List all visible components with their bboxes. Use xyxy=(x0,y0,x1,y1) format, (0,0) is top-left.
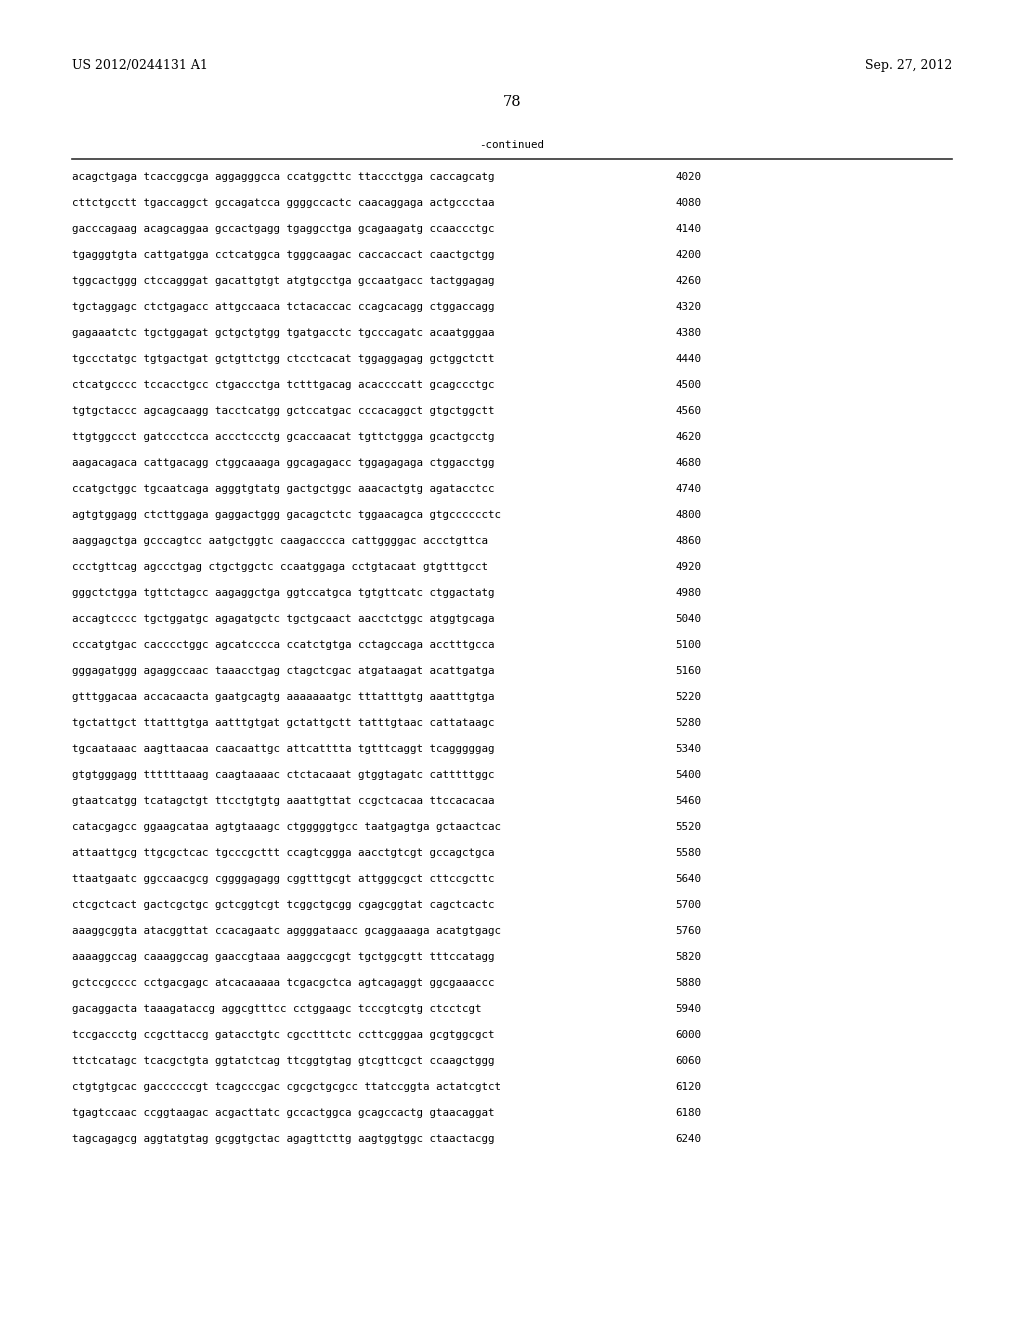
Text: 4800: 4800 xyxy=(675,510,701,520)
Text: tagcagagcg aggtatgtag gcggtgctac agagttcttg aagtggtggc ctaactacgg: tagcagagcg aggtatgtag gcggtgctac agagttc… xyxy=(72,1134,495,1144)
Text: ttctcatagc tcacgctgta ggtatctcag ttcggtgtag gtcgttcgct ccaagctggg: ttctcatagc tcacgctgta ggtatctcag ttcggtg… xyxy=(72,1056,495,1067)
Text: ttgtggccct gatccctcca accctccctg gcaccaacat tgttctggga gcactgcctg: ttgtggccct gatccctcca accctccctg gcaccaa… xyxy=(72,432,495,442)
Text: agtgtggagg ctcttggaga gaggactggg gacagctctc tggaacagca gtgcccccctc: agtgtggagg ctcttggaga gaggactggg gacagct… xyxy=(72,510,501,520)
Text: 6180: 6180 xyxy=(675,1107,701,1118)
Text: 4860: 4860 xyxy=(675,536,701,546)
Text: tggcactggg ctccagggat gacattgtgt atgtgcctga gccaatgacc tactggagag: tggcactggg ctccagggat gacattgtgt atgtgcc… xyxy=(72,276,495,286)
Text: tgctattgct ttatttgtga aatttgtgat gctattgctt tatttgtaac cattataagc: tgctattgct ttatttgtga aatttgtgat gctattg… xyxy=(72,718,495,729)
Text: tgctaggagc ctctgagacc attgccaaca tctacaccac ccagcacagg ctggaccagg: tgctaggagc ctctgagacc attgccaaca tctacac… xyxy=(72,302,495,312)
Text: tgcaataaac aagttaacaa caacaattgc attcatttta tgtttcaggt tcagggggag: tgcaataaac aagttaacaa caacaattgc attcatt… xyxy=(72,744,495,754)
Text: 4980: 4980 xyxy=(675,587,701,598)
Text: attaattgcg ttgcgctcac tgcccgcttt ccagtcggga aacctgtcgt gccagctgca: attaattgcg ttgcgctcac tgcccgcttt ccagtcg… xyxy=(72,847,495,858)
Text: gtaatcatgg tcatagctgt ttcctgtgtg aaattgttat ccgctcacaa ttccacacaa: gtaatcatgg tcatagctgt ttcctgtgtg aaattgt… xyxy=(72,796,495,807)
Text: aagacagaca cattgacagg ctggcaaaga ggcagagacc tggagagaga ctggacctgg: aagacagaca cattgacagg ctggcaaaga ggcagag… xyxy=(72,458,495,469)
Text: 5580: 5580 xyxy=(675,847,701,858)
Text: 5460: 5460 xyxy=(675,796,701,807)
Text: gagaaatctc tgctggagat gctgctgtgg tgatgacctc tgcccagatc acaatgggaa: gagaaatctc tgctggagat gctgctgtgg tgatgac… xyxy=(72,327,495,338)
Text: ttaatgaatc ggccaacgcg cggggagagg cggtttgcgt attgggcgct cttccgcttc: ttaatgaatc ggccaacgcg cggggagagg cggtttg… xyxy=(72,874,495,884)
Text: 78: 78 xyxy=(503,95,521,110)
Text: 4380: 4380 xyxy=(675,327,701,338)
Text: tgagtccaac ccggtaagac acgacttatc gccactggca gcagccactg gtaacaggat: tgagtccaac ccggtaagac acgacttatc gccactg… xyxy=(72,1107,495,1118)
Text: 4260: 4260 xyxy=(675,276,701,286)
Text: 4200: 4200 xyxy=(675,249,701,260)
Text: aaggagctga gcccagtcc aatgctggtc caagacccca cattggggac accctgttca: aaggagctga gcccagtcc aatgctggtc caagaccc… xyxy=(72,536,488,546)
Text: accagtcccc tgctggatgc agagatgctc tgctgcaact aacctctggc atggtgcaga: accagtcccc tgctggatgc agagatgctc tgctgca… xyxy=(72,614,495,624)
Text: cttctgcctt tgaccaggct gccagatcca ggggccactc caacaggaga actgccctaa: cttctgcctt tgaccaggct gccagatcca ggggcca… xyxy=(72,198,495,209)
Text: 5940: 5940 xyxy=(675,1005,701,1014)
Text: 4500: 4500 xyxy=(675,380,701,389)
Text: gtttggacaa accacaacta gaatgcagtg aaaaaaatgc tttatttgtg aaatttgtga: gtttggacaa accacaacta gaatgcagtg aaaaaaa… xyxy=(72,692,495,702)
Text: ccatgctggc tgcaatcaga agggtgtatg gactgctggc aaacactgtg agatacctcc: ccatgctggc tgcaatcaga agggtgtatg gactgct… xyxy=(72,484,495,494)
Text: 4620: 4620 xyxy=(675,432,701,442)
Text: 5520: 5520 xyxy=(675,822,701,832)
Text: 5820: 5820 xyxy=(675,952,701,962)
Text: tgtgctaccc agcagcaagg tacctcatgg gctccatgac cccacaggct gtgctggctt: tgtgctaccc agcagcaagg tacctcatgg gctccat… xyxy=(72,407,495,416)
Text: 5400: 5400 xyxy=(675,770,701,780)
Text: gtgtgggagg ttttttaaag caagtaaaac ctctacaaat gtggtagatc catttttggc: gtgtgggagg ttttttaaag caagtaaaac ctctaca… xyxy=(72,770,495,780)
Text: gggagatggg agaggccaac taaacctgag ctagctcgac atgataagat acattgatga: gggagatggg agaggccaac taaacctgag ctagctc… xyxy=(72,667,495,676)
Text: aaaggcggta atacggttat ccacagaatc aggggataacc gcaggaaaga acatgtgagc: aaaggcggta atacggttat ccacagaatc aggggat… xyxy=(72,927,501,936)
Text: catacgagcc ggaagcataa agtgtaaagc ctgggggtgcc taatgagtga gctaactcac: catacgagcc ggaagcataa agtgtaaagc ctggggg… xyxy=(72,822,501,832)
Text: ccctgttcag agccctgag ctgctggctc ccaatggaga cctgtacaat gtgtttgcct: ccctgttcag agccctgag ctgctggctc ccaatgga… xyxy=(72,562,488,572)
Text: 5040: 5040 xyxy=(675,614,701,624)
Text: ctcgctcact gactcgctgc gctcggtcgt tcggctgcgg cgagcggtat cagctcactc: ctcgctcact gactcgctgc gctcggtcgt tcggctg… xyxy=(72,900,495,909)
Text: 4740: 4740 xyxy=(675,484,701,494)
Text: 5760: 5760 xyxy=(675,927,701,936)
Text: 6240: 6240 xyxy=(675,1134,701,1144)
Text: gctccgcccc cctgacgagc atcacaaaaa tcgacgctca agtcagaggt ggcgaaaccc: gctccgcccc cctgacgagc atcacaaaaa tcgacgc… xyxy=(72,978,495,987)
Text: 5340: 5340 xyxy=(675,744,701,754)
Text: 4560: 4560 xyxy=(675,407,701,416)
Text: -continued: -continued xyxy=(479,140,545,150)
Text: cccatgtgac cacccctggc agcatcccca ccatctgtga cctagccaga acctttgcca: cccatgtgac cacccctggc agcatcccca ccatctg… xyxy=(72,640,495,649)
Text: 6000: 6000 xyxy=(675,1030,701,1040)
Text: tgagggtgta cattgatgga cctcatggca tgggcaagac caccaccact caactgctgg: tgagggtgta cattgatgga cctcatggca tgggcaa… xyxy=(72,249,495,260)
Text: 4020: 4020 xyxy=(675,172,701,182)
Text: 5640: 5640 xyxy=(675,874,701,884)
Text: 4920: 4920 xyxy=(675,562,701,572)
Text: 4680: 4680 xyxy=(675,458,701,469)
Text: 6120: 6120 xyxy=(675,1082,701,1092)
Text: gggctctgga tgttctagcc aagaggctga ggtccatgca tgtgttcatc ctggactatg: gggctctgga tgttctagcc aagaggctga ggtccat… xyxy=(72,587,495,598)
Text: ctcatgcccc tccacctgcc ctgaccctga tctttgacag acaccccatt gcagccctgc: ctcatgcccc tccacctgcc ctgaccctga tctttga… xyxy=(72,380,495,389)
Text: gacaggacta taaagataccg aggcgtttcc cctggaagc tcccgtcgtg ctcctcgt: gacaggacta taaagataccg aggcgtttcc cctgga… xyxy=(72,1005,481,1014)
Text: gacccagaag acagcaggaa gccactgagg tgaggcctga gcagaagatg ccaaccctgc: gacccagaag acagcaggaa gccactgagg tgaggcc… xyxy=(72,224,495,234)
Text: 5100: 5100 xyxy=(675,640,701,649)
Text: 5160: 5160 xyxy=(675,667,701,676)
Text: 5700: 5700 xyxy=(675,900,701,909)
Text: 4080: 4080 xyxy=(675,198,701,209)
Text: 5220: 5220 xyxy=(675,692,701,702)
Text: 4440: 4440 xyxy=(675,354,701,364)
Text: tgccctatgc tgtgactgat gctgttctgg ctcctcacat tggaggagag gctggctctt: tgccctatgc tgtgactgat gctgttctgg ctcctca… xyxy=(72,354,495,364)
Text: 5880: 5880 xyxy=(675,978,701,987)
Text: Sep. 27, 2012: Sep. 27, 2012 xyxy=(864,58,952,71)
Text: aaaaggccag caaaggccag gaaccgtaaa aaggccgcgt tgctggcgtt tttccatagg: aaaaggccag caaaggccag gaaccgtaaa aaggccg… xyxy=(72,952,495,962)
Text: 4320: 4320 xyxy=(675,302,701,312)
Text: US 2012/0244131 A1: US 2012/0244131 A1 xyxy=(72,58,208,71)
Text: 4140: 4140 xyxy=(675,224,701,234)
Text: 5280: 5280 xyxy=(675,718,701,729)
Text: acagctgaga tcaccggcga aggagggcca ccatggcttc ttaccctgga caccagcatg: acagctgaga tcaccggcga aggagggcca ccatggc… xyxy=(72,172,495,182)
Text: ctgtgtgcac gaccccccgt tcagcccgac cgcgctgcgcc ttatccggta actatcgtct: ctgtgtgcac gaccccccgt tcagcccgac cgcgctg… xyxy=(72,1082,501,1092)
Text: 6060: 6060 xyxy=(675,1056,701,1067)
Text: tccgaccctg ccgcttaccg gatacctgtc cgcctttctc ccttcgggaa gcgtggcgct: tccgaccctg ccgcttaccg gatacctgtc cgccttt… xyxy=(72,1030,495,1040)
